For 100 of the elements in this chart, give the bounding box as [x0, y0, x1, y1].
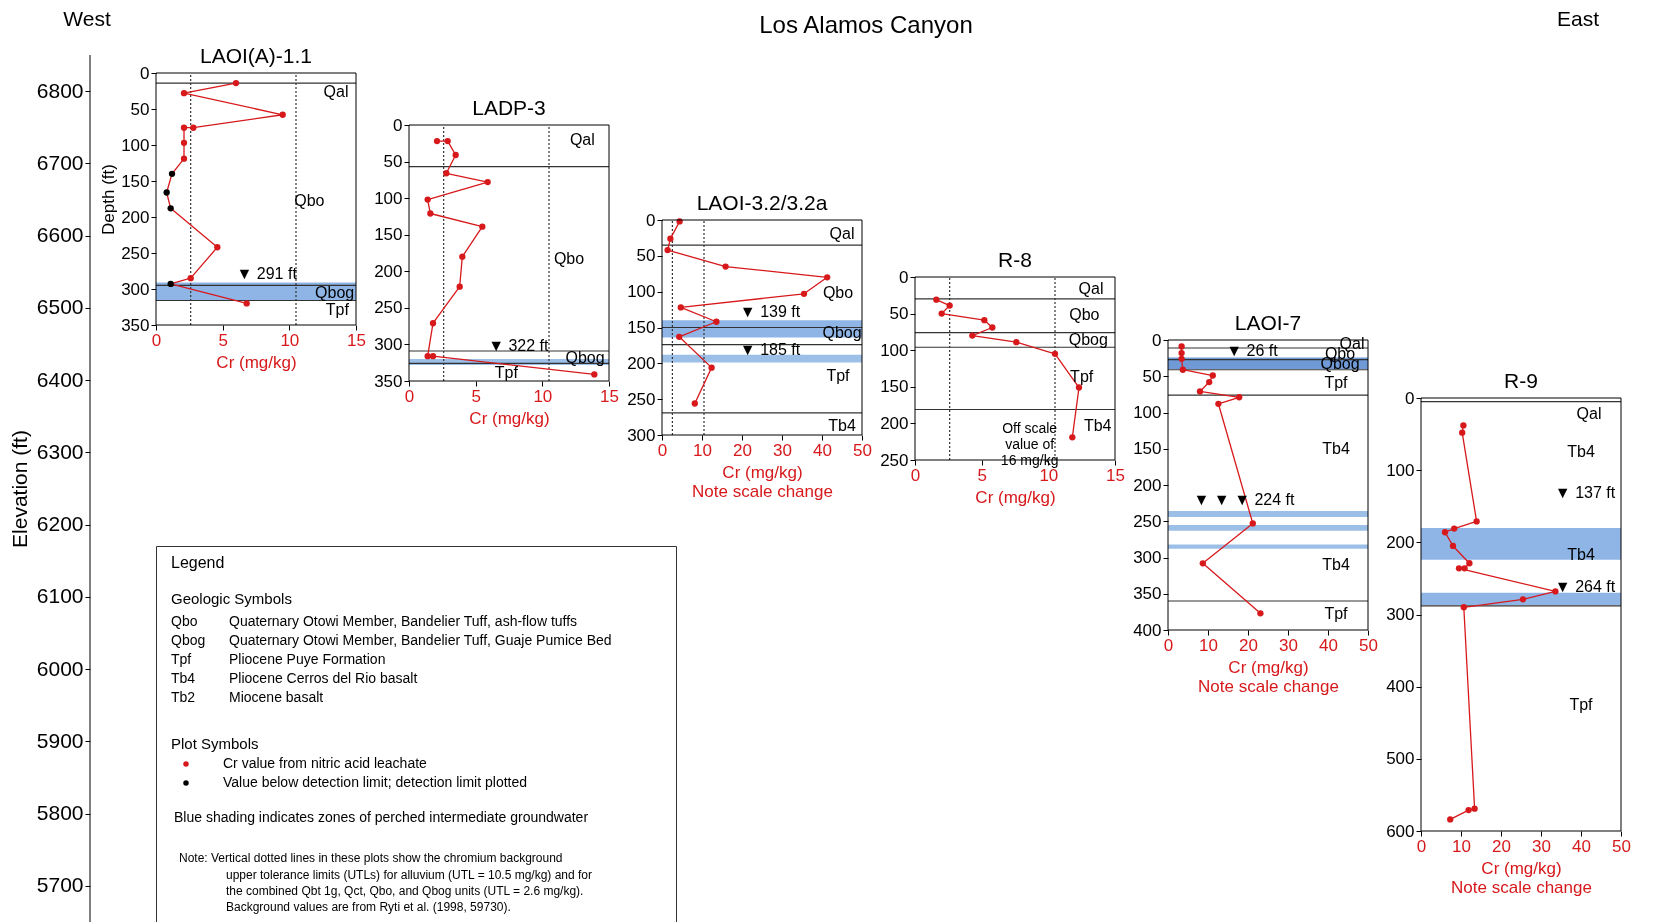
y-tick-label: 200 [1386, 532, 1415, 552]
point [429, 320, 437, 327]
text: Tpf Pliocene Puye Formation [171, 651, 386, 667]
x-tick-label: 20 [733, 440, 752, 460]
y-tick-label: 300 [1133, 548, 1162, 567]
point [969, 332, 976, 339]
annotation: Qal [829, 225, 855, 243]
y-tick-label: 100 [1386, 460, 1415, 480]
y-tick-label: 600 [1386, 821, 1415, 841]
y2-tick-label: 6300 [36, 439, 84, 463]
annotation: ▼ 185 ft [739, 340, 801, 358]
chart-title: R-9 [1504, 369, 1538, 392]
y2-tick-label: 6200 [36, 512, 84, 536]
point [946, 302, 953, 309]
x-tick-label: 5 [471, 386, 481, 406]
point [667, 235, 674, 242]
annotation: ▼ 137 ft [1554, 484, 1616, 502]
point [459, 253, 466, 260]
x-tick-label: 20 [1239, 635, 1258, 655]
annotation: Qal [569, 130, 595, 148]
y-tick-label: 200 [121, 207, 150, 227]
y-tick-label: 150 [121, 171, 150, 191]
text: Tb4 Pliocene Cerros del Rio basalt [171, 670, 418, 686]
point [444, 137, 451, 145]
y-tick-label: 400 [1386, 677, 1415, 697]
y-tick-label: 200 [627, 353, 656, 373]
annotation: Qal [1078, 279, 1104, 297]
y-tick-label: 0 [140, 63, 150, 83]
x-tick-label: 15 [600, 386, 619, 406]
annotation: Qbog [822, 323, 862, 341]
point [1179, 366, 1186, 373]
text: Background values are from Ryti et al. (1998, 59730). [226, 900, 511, 914]
point [1460, 422, 1467, 429]
x-tick-label: 5 [218, 330, 228, 350]
text: Qbo Quaternary Otowi Member, Bandelier Tuff, ash-flow tuffs [171, 613, 578, 629]
annotation: ▼ ▼ ▼ 224 ft [1193, 491, 1295, 509]
point [981, 317, 988, 324]
point [1215, 400, 1222, 407]
y-tick-label: 400 [1133, 620, 1162, 640]
annotation: Tb4 [828, 416, 856, 434]
y2-tick-label: 5800 [36, 801, 84, 825]
point [479, 223, 486, 230]
text: Plot Symbols [171, 735, 259, 752]
point [1178, 343, 1185, 350]
y-tick-label: 350 [121, 315, 150, 335]
y-tick-label: 500 [1386, 749, 1415, 769]
y-axis-title: Depth (ft) [99, 164, 119, 235]
chart-title: LADP-3 [472, 96, 546, 119]
annotation: Qbo [294, 192, 325, 210]
x-axis-title: Cr (mg/kg) [469, 408, 550, 428]
point [1473, 518, 1480, 525]
y-tick-label: 200 [880, 413, 909, 433]
y-tick-label: 100 [1133, 403, 1162, 422]
y-tick-label: 0 [899, 267, 909, 287]
annotation: Tpf [1324, 373, 1349, 391]
annotation: Qbog [1068, 330, 1108, 348]
y2-axis-title: Elevation (ft) [7, 430, 31, 548]
annotation: Qbo [1069, 306, 1100, 324]
text: East [1556, 7, 1600, 30]
annotation: Off scale value of 16 mg/kg [1000, 420, 1059, 469]
y-tick-label: 300 [627, 425, 656, 445]
y-tick-label: 200 [1133, 475, 1162, 495]
point [722, 263, 729, 270]
text: Cr value from nitric acid leachate [223, 755, 428, 771]
y-tick-label: 50 [889, 304, 909, 324]
y-tick-label: 200 [374, 261, 403, 281]
y-tick-label: 350 [374, 371, 403, 391]
point [989, 324, 996, 331]
point [1051, 350, 1059, 358]
x-tick-label: 30 [1532, 836, 1551, 856]
point [591, 371, 598, 378]
x-tick-label: 30 [773, 440, 792, 460]
point [243, 300, 250, 307]
y-tick-label: 150 [880, 377, 909, 397]
x-tick-label: 10 [1199, 635, 1218, 655]
x-axis-title: Cr (mg/kg) [722, 462, 803, 482]
point [484, 178, 491, 186]
text: Tb2 Miocene basalt [171, 689, 324, 705]
annotation: Qbo [553, 249, 585, 267]
annotation: Tb4 [1322, 439, 1350, 457]
x-tick-label: 30 [1279, 635, 1298, 655]
annotation: Tpf [494, 363, 519, 381]
annotation: Qal [323, 83, 349, 101]
y2-tick-label: 6700 [36, 150, 84, 174]
point [1449, 542, 1457, 550]
annotation: Qbo [822, 284, 854, 302]
annotation: ▼ 26 ft [1226, 341, 1279, 359]
point [1459, 429, 1466, 436]
y-tick-label: 350 [1133, 584, 1162, 604]
point [1455, 565, 1463, 572]
point [1069, 434, 1076, 441]
text: Note scale change [1198, 676, 1339, 696]
point [1447, 816, 1454, 823]
y-tick-label: 250 [627, 389, 656, 409]
point [1466, 560, 1473, 567]
point [677, 304, 684, 311]
text: West [63, 7, 111, 30]
y-tick-label: 0 [646, 210, 656, 230]
point [190, 124, 197, 131]
x-tick-label: 10 [693, 440, 712, 460]
